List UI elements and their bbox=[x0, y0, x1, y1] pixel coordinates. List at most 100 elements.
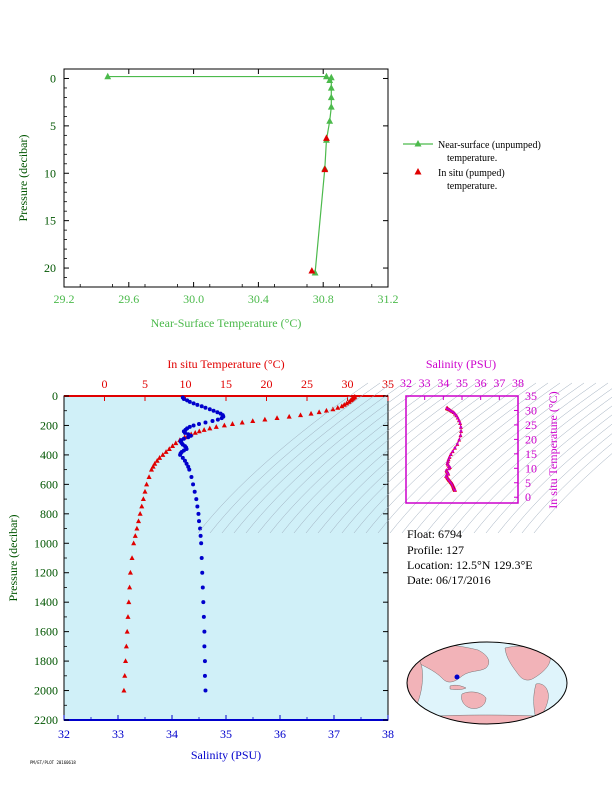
temperature-point bbox=[192, 430, 198, 435]
temperature-tick-label: 35 bbox=[382, 377, 394, 391]
density-contour bbox=[329, 382, 501, 534]
temperature-point bbox=[239, 419, 245, 425]
temperature-point bbox=[148, 466, 154, 472]
temperature-point bbox=[122, 673, 128, 678]
temperature-point bbox=[163, 449, 169, 454]
near-surface-point bbox=[327, 73, 335, 81]
temperature-point bbox=[157, 455, 163, 460]
salinity-point bbox=[202, 673, 207, 678]
ts-point bbox=[453, 412, 457, 416]
temperature-point bbox=[323, 407, 329, 413]
density-contour bbox=[461, 396, 612, 534]
temperature-point bbox=[346, 399, 352, 404]
salinity-point bbox=[180, 455, 185, 460]
temperature-point bbox=[166, 446, 172, 451]
density-contour bbox=[293, 382, 465, 534]
density-contour bbox=[221, 382, 393, 534]
temperature-point bbox=[124, 628, 130, 634]
salinity-point bbox=[191, 401, 196, 406]
map-outline bbox=[406, 641, 568, 725]
ts-x-tick-label: 34 bbox=[437, 376, 449, 390]
ts-y-tick-label: 5 bbox=[525, 476, 531, 490]
profile-number: Profile: 127 bbox=[407, 543, 464, 557]
salinity-point bbox=[200, 585, 205, 590]
pressure-tick-label: 0 bbox=[52, 389, 58, 403]
salinity-point bbox=[186, 435, 191, 440]
ts-point bbox=[453, 446, 457, 450]
temperature-point bbox=[330, 406, 336, 412]
near-surface-point bbox=[323, 72, 330, 80]
ts-point bbox=[455, 414, 458, 417]
temperature-point bbox=[344, 400, 350, 406]
pressure-tick-label: 1200 bbox=[34, 566, 58, 580]
near-surface-plot-frame bbox=[63, 68, 389, 288]
near-surface-legend: Near-surface (unpumped) temperature. In … bbox=[403, 140, 541, 192]
temperature-point bbox=[121, 687, 127, 693]
temperature-tick-label: 30 bbox=[342, 377, 354, 391]
salinity-point bbox=[211, 408, 216, 413]
near-surface-y-tick-label: 15 bbox=[44, 214, 56, 228]
salinity-point bbox=[194, 497, 199, 502]
near-surface-point bbox=[326, 117, 334, 124]
temperature-point bbox=[132, 533, 138, 538]
ts-x-tick-label: 38 bbox=[512, 376, 524, 390]
temperature-point bbox=[140, 496, 146, 502]
salinity-point bbox=[189, 475, 194, 479]
salinity-point bbox=[219, 416, 224, 421]
ts-point bbox=[459, 425, 463, 429]
ts-point bbox=[457, 438, 461, 442]
temperature-tick-label: 5 bbox=[142, 377, 148, 391]
near-surface-x-axis-label: Near-Surface Temperature (°C) bbox=[151, 316, 302, 330]
near-surface-y-axis-label: Pressure (decibar) bbox=[16, 135, 30, 222]
density-contour bbox=[317, 382, 489, 534]
ts-point bbox=[447, 467, 451, 470]
salinity-point bbox=[195, 402, 200, 407]
density-contour bbox=[509, 433, 612, 534]
in-situ-point bbox=[323, 134, 330, 141]
salinity-point bbox=[191, 482, 196, 487]
temperature-point bbox=[221, 422, 227, 428]
temperature-point bbox=[127, 569, 133, 575]
salinity-point bbox=[187, 399, 192, 404]
salinity-point bbox=[182, 458, 187, 463]
ts-y-axis-label: In situ Temperature (°C) bbox=[546, 391, 560, 508]
density-contour bbox=[485, 414, 612, 534]
temperature-point bbox=[123, 658, 129, 664]
ts-point bbox=[453, 488, 457, 492]
temperature-point bbox=[126, 599, 132, 605]
temperature-point bbox=[146, 474, 152, 479]
temperature-point bbox=[134, 525, 140, 531]
salinity-point bbox=[202, 644, 207, 649]
ts-y-tick-label: 15 bbox=[525, 447, 537, 461]
pressure-tick-label: 600 bbox=[40, 477, 58, 491]
temperature-point bbox=[250, 418, 256, 423]
near-surface-y-tick-label: 10 bbox=[44, 166, 56, 180]
ts-x-tick-label: 33 bbox=[419, 376, 431, 390]
near-surface-x-tick-label: 29.6 bbox=[118, 292, 139, 306]
ts-plot-background bbox=[406, 396, 518, 503]
near-surface-point bbox=[311, 268, 319, 276]
density-contour bbox=[425, 382, 597, 534]
temperature-point bbox=[125, 614, 131, 619]
density-contour bbox=[365, 382, 537, 534]
density-contour bbox=[197, 382, 369, 534]
density-contour bbox=[437, 382, 609, 534]
salinity-axis-label: Salinity (PSU) bbox=[191, 748, 261, 762]
temperature-point bbox=[142, 488, 148, 494]
temperature-point bbox=[341, 402, 347, 407]
salinity-point bbox=[199, 556, 204, 560]
temperature-point bbox=[160, 452, 166, 457]
near-surface-point bbox=[327, 103, 335, 110]
temperature-point bbox=[154, 458, 160, 463]
density-contour bbox=[269, 382, 441, 534]
temperature-point bbox=[173, 440, 179, 446]
salinity-tick-label: 33 bbox=[112, 727, 124, 741]
salinity-point bbox=[199, 404, 204, 409]
pressure-tick-label: 2200 bbox=[34, 713, 58, 727]
ts-y-tick-label: 20 bbox=[525, 432, 537, 446]
float-location-marker bbox=[454, 674, 460, 680]
density-contour bbox=[473, 405, 612, 534]
salinity-point bbox=[196, 511, 201, 516]
